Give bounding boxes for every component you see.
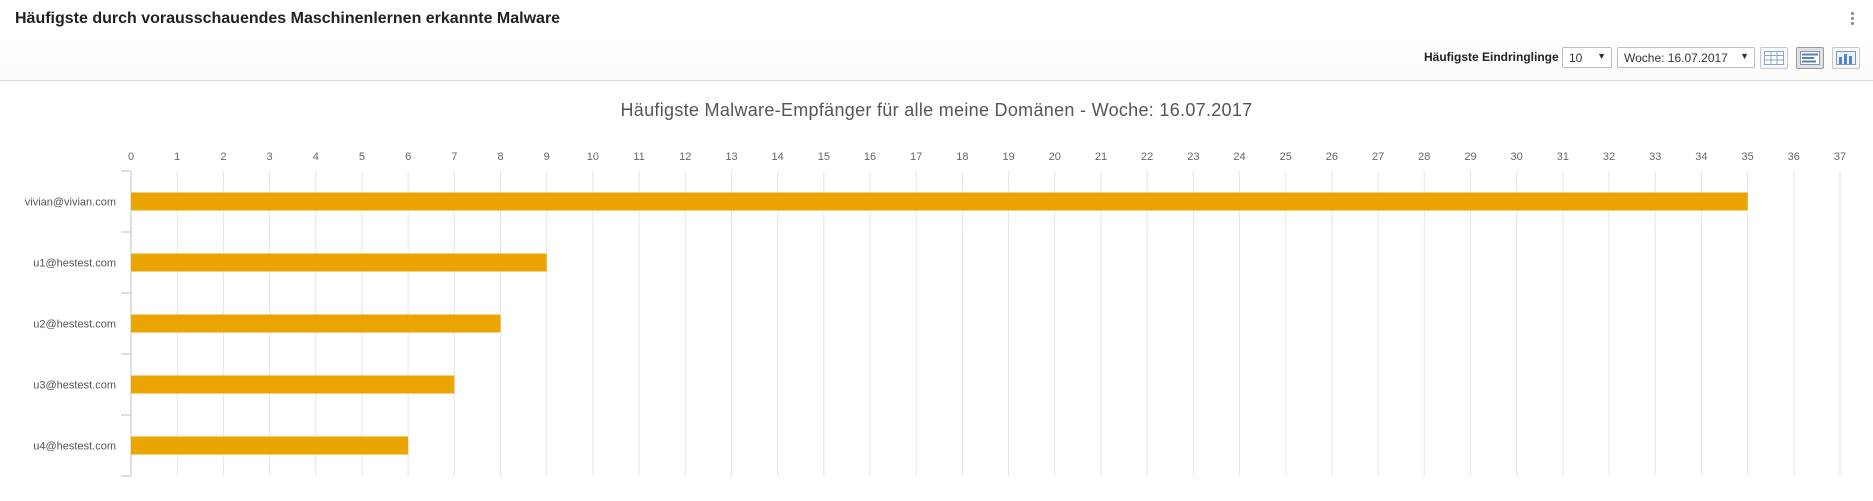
x-tick-label-35: 35 xyxy=(1741,151,1753,163)
bar-u3@hestest.com[interactable] xyxy=(131,375,455,394)
table-view-button[interactable] xyxy=(1760,47,1788,69)
week-select[interactable]: Woche: 16.07.2017 ▼ xyxy=(1617,47,1755,68)
widget-toolbar xyxy=(0,40,1873,81)
x-tick-label-0: 0 xyxy=(128,151,134,163)
x-tick-label-36: 36 xyxy=(1788,151,1800,163)
x-tick-label-2: 2 xyxy=(220,151,226,163)
widget-title: Häufigste durch vorausschauendes Maschin… xyxy=(15,10,561,27)
x-tick-label-31: 31 xyxy=(1557,151,1569,163)
bar-u4@hestest.com[interactable] xyxy=(131,436,409,455)
x-tick-label-5: 5 xyxy=(359,151,365,163)
x-tick-label-13: 13 xyxy=(725,151,737,163)
top-count-value: 10 xyxy=(1569,51,1583,65)
x-tick-label-26: 26 xyxy=(1326,151,1338,163)
x-tick-label-6: 6 xyxy=(405,151,411,163)
vertical-bar-chart-icon xyxy=(1836,51,1856,65)
chevron-down-icon: ▼ xyxy=(1597,51,1606,61)
x-tick-label-25: 25 xyxy=(1280,151,1292,163)
x-tick-label-28: 28 xyxy=(1418,151,1430,163)
bar-u2@hestest.com[interactable] xyxy=(131,314,501,333)
y-category-label: vivian@vivian.com xyxy=(25,197,116,209)
x-tick-label-8: 8 xyxy=(497,151,503,163)
x-tick-label-27: 27 xyxy=(1372,151,1384,163)
x-tick-label-20: 20 xyxy=(1049,151,1061,163)
top-intruders-label: Häufigste Eindringlinge xyxy=(1424,50,1559,64)
x-tick-label-32: 32 xyxy=(1603,151,1615,163)
x-tick-label-16: 16 xyxy=(864,151,876,163)
widget-header: Häufigste durch vorausschauendes Maschin… xyxy=(0,0,1873,40)
y-category-label: u2@hestest.com xyxy=(33,319,116,331)
horizontal-bar-view-button[interactable] xyxy=(1796,47,1824,69)
chart-title: Häufigste Malware-Empfänger für alle mei… xyxy=(620,100,1253,120)
x-tick-label-14: 14 xyxy=(772,151,784,163)
x-tick-label-11: 11 xyxy=(633,151,644,163)
table-view-icon xyxy=(1764,51,1784,65)
horizontal-bar-chart-icon xyxy=(1800,51,1820,65)
x-tick-label-4: 4 xyxy=(313,151,319,163)
x-tick-label-9: 9 xyxy=(544,151,550,163)
x-tick-label-22: 22 xyxy=(1141,151,1153,163)
x-tick-label-3: 3 xyxy=(267,151,273,163)
x-tick-label-37: 37 xyxy=(1834,151,1846,163)
y-category-label: u4@hestest.com xyxy=(33,441,116,453)
week-value: Woche: 16.07.2017 xyxy=(1624,51,1728,65)
x-tick-label-29: 29 xyxy=(1464,151,1476,163)
x-tick-label-21: 21 xyxy=(1095,151,1107,163)
more-options-icon[interactable] xyxy=(1851,12,1855,28)
x-tick-label-1: 1 xyxy=(174,151,180,163)
x-tick-label-10: 10 xyxy=(587,151,599,163)
x-tick-label-7: 7 xyxy=(451,151,457,163)
x-tick-label-23: 23 xyxy=(1187,151,1199,163)
x-tick-label-19: 19 xyxy=(1002,151,1014,163)
x-tick-label-18: 18 xyxy=(956,151,968,163)
x-tick-label-12: 12 xyxy=(679,151,691,163)
y-category-label: u3@hestest.com xyxy=(33,380,116,392)
x-tick-label-33: 33 xyxy=(1649,151,1661,163)
y-category-label: u1@hestest.com xyxy=(33,258,116,270)
bar-u1@hestest.com[interactable] xyxy=(131,253,547,272)
chevron-down-icon: ▼ xyxy=(1740,51,1749,61)
top-count-select[interactable]: 10 ▼ xyxy=(1562,47,1612,68)
x-tick-label-15: 15 xyxy=(818,151,830,163)
x-tick-label-34: 34 xyxy=(1695,151,1707,163)
x-tick-label-30: 30 xyxy=(1511,151,1523,163)
x-tick-label-17: 17 xyxy=(910,151,922,163)
vertical-bar-view-button[interactable] xyxy=(1832,47,1860,69)
bar-vivian@vivian.com[interactable] xyxy=(131,192,1748,211)
x-tick-label-24: 24 xyxy=(1233,151,1245,163)
